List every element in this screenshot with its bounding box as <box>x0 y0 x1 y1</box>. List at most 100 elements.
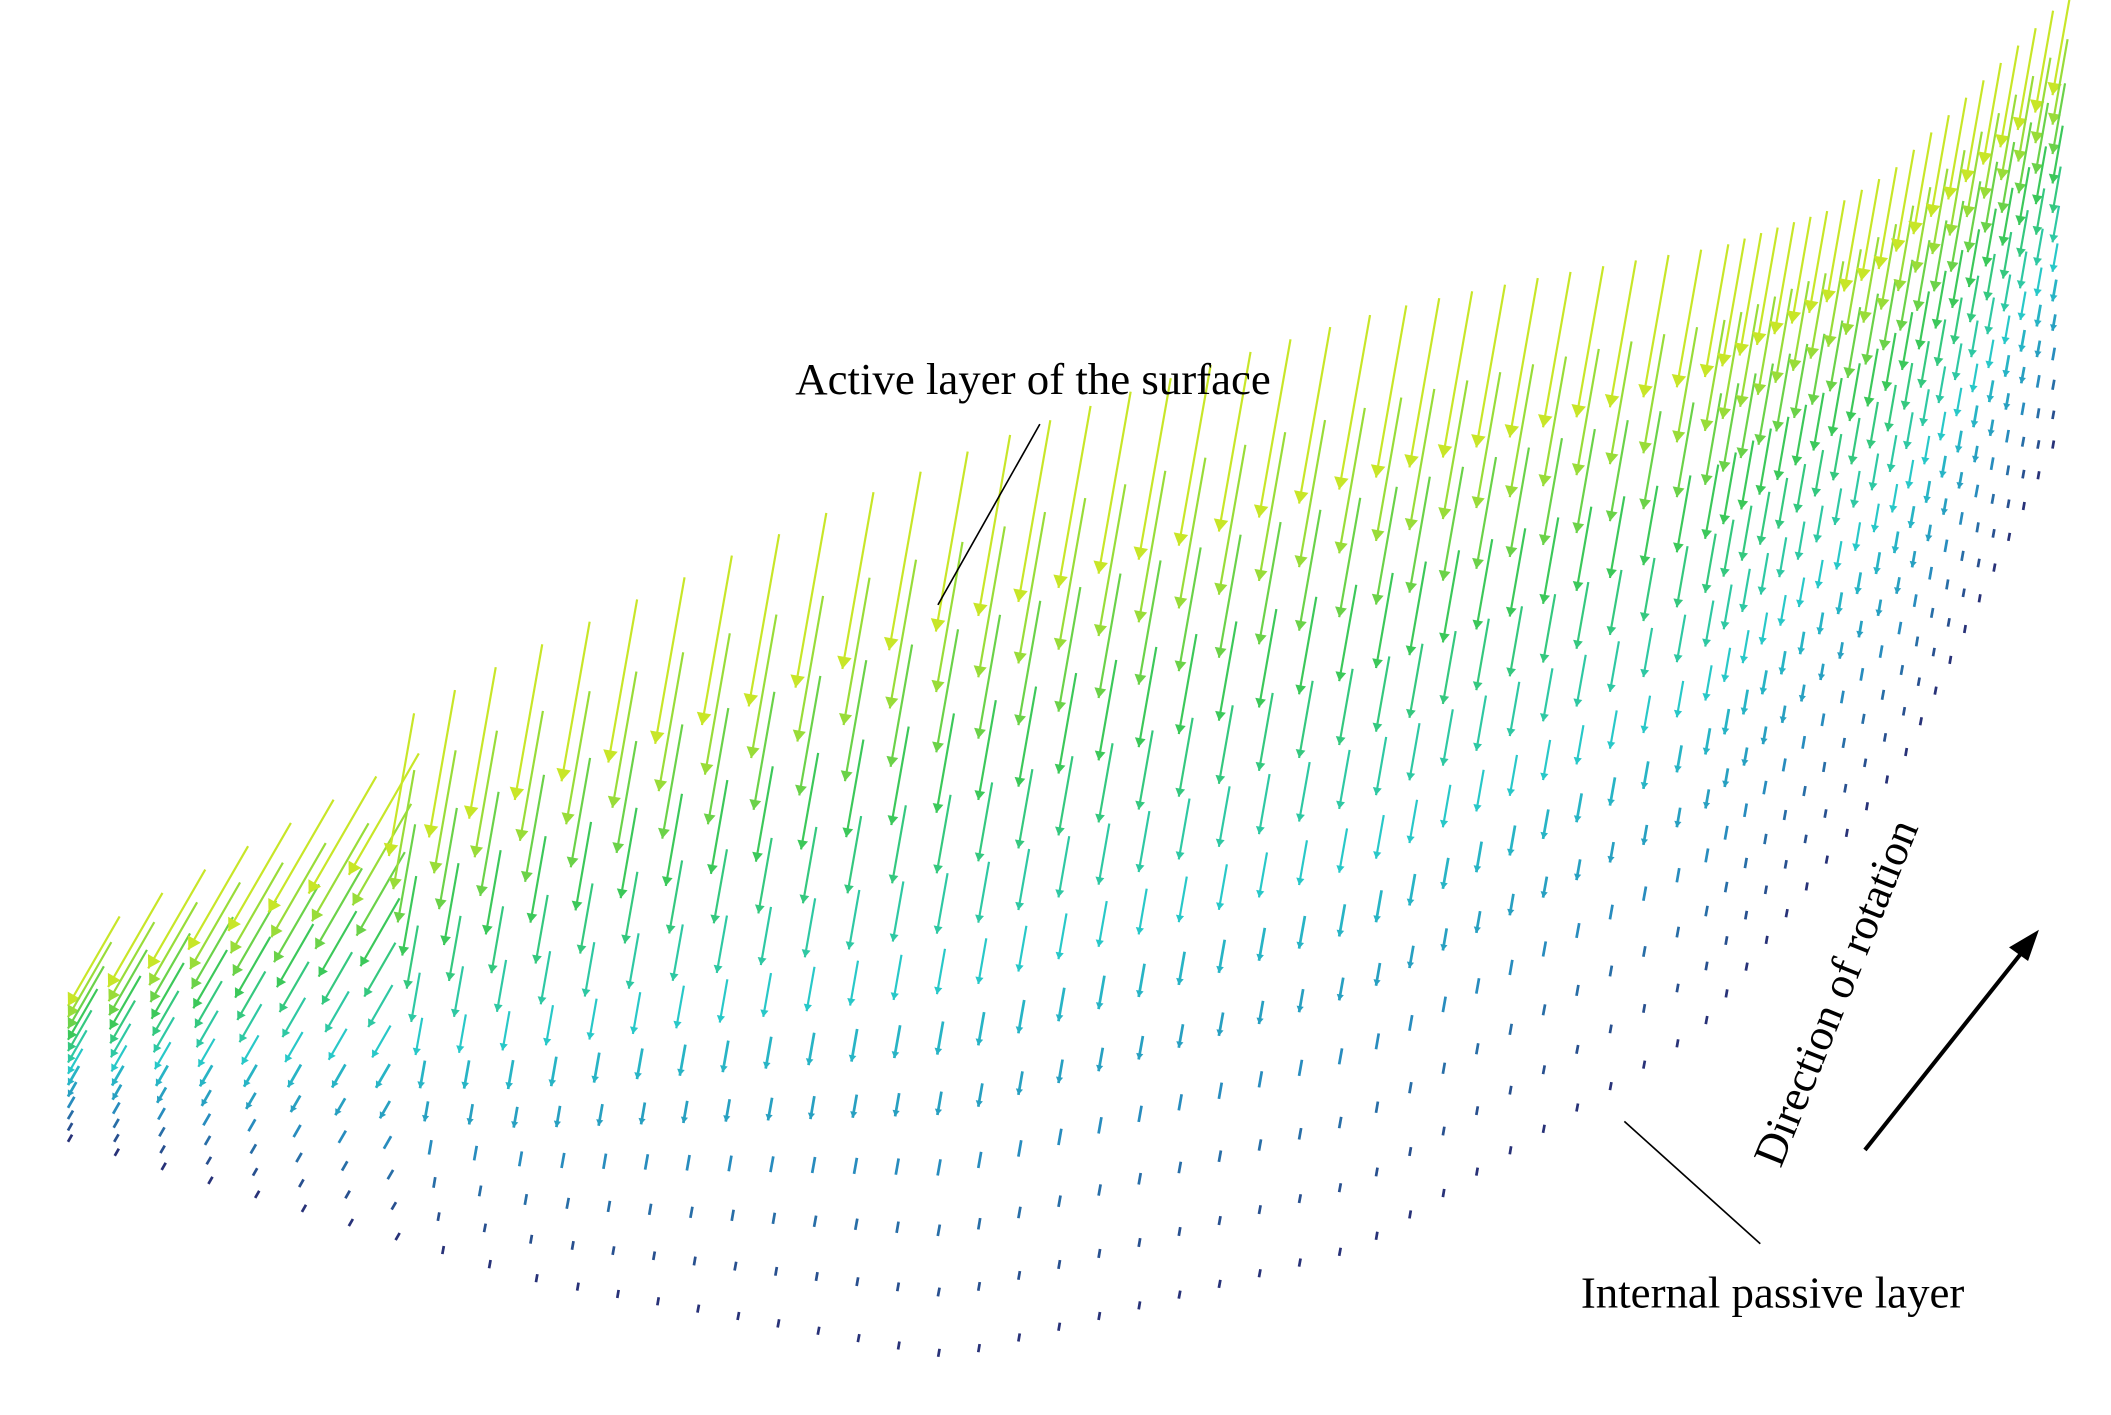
velocity-vector <box>977 938 988 985</box>
vector-head <box>1334 476 1349 490</box>
vector-head <box>1702 693 1711 701</box>
velocity-vector <box>1723 825 1729 840</box>
velocity-vector <box>1374 305 1408 478</box>
velocity-vector <box>1338 407 1366 554</box>
vector-head <box>1538 414 1553 428</box>
vector-head <box>607 795 621 808</box>
vector-head <box>1174 596 1188 609</box>
vector-head <box>282 1028 291 1038</box>
velocity-vector <box>1408 643 1424 719</box>
vector-head <box>1811 487 1822 497</box>
velocity-vector <box>812 1215 818 1228</box>
velocity-vector <box>344 1190 351 1200</box>
vector-head <box>1505 606 1517 617</box>
vector-head <box>456 1045 465 1053</box>
vector-head <box>1972 455 1980 463</box>
velocity-vector <box>1877 167 1898 270</box>
velocity-vector <box>2007 532 2012 542</box>
vector-head <box>1966 313 1977 323</box>
vector-head <box>2013 149 2027 162</box>
vector-head <box>271 924 283 938</box>
vector-head <box>193 997 203 1009</box>
velocity-vector <box>1217 351 1252 532</box>
vector-head <box>1604 394 1620 408</box>
vector-head <box>1607 741 1616 749</box>
velocity-vector <box>1137 730 1154 810</box>
vector-head <box>1370 464 1386 478</box>
velocity-vector <box>267 799 335 913</box>
vector-head <box>1778 667 1787 675</box>
velocity-vector <box>1931 647 1936 657</box>
velocity-vector <box>1809 273 1827 359</box>
velocity-vector <box>1575 1044 1580 1054</box>
velocity-vector <box>771 1212 777 1225</box>
vector-head <box>154 1061 162 1070</box>
velocity-vector <box>2000 141 2016 214</box>
velocity-vector <box>1217 534 1242 658</box>
velocity-vector <box>1508 447 1531 558</box>
vector-head <box>1507 908 1515 916</box>
velocity-vector <box>253 1190 261 1199</box>
vector-head <box>196 1038 205 1048</box>
velocity-vector <box>1824 855 1829 864</box>
velocity-vector <box>2016 27 2037 131</box>
velocity-vector <box>798 675 822 796</box>
vector-head <box>1831 516 1841 525</box>
vector-head <box>749 799 762 810</box>
vector-head <box>1866 439 1876 449</box>
vector-head <box>1774 519 1785 529</box>
vector-head <box>1506 788 1515 796</box>
vector-head <box>1734 342 1750 356</box>
vector-head <box>887 815 899 826</box>
velocity-vector <box>1948 150 1966 236</box>
velocity-vector <box>810 1156 817 1174</box>
vector-head <box>1807 393 1820 405</box>
vector-head <box>199 1078 207 1087</box>
vector-head <box>356 924 367 936</box>
vector-head <box>67 1089 75 1097</box>
vector-head <box>807 1112 816 1120</box>
vector-head <box>1718 460 1731 472</box>
velocity-vector <box>733 1261 738 1271</box>
velocity-vector <box>855 1277 860 1287</box>
velocity-vector <box>394 1232 401 1241</box>
velocity-vector <box>977 699 997 801</box>
vector-head <box>487 964 498 974</box>
vector-head <box>1539 653 1550 663</box>
velocity-vector <box>843 660 868 782</box>
vector-head <box>975 914 984 923</box>
velocity-vector <box>1882 279 1897 351</box>
vector-head <box>1674 820 1682 828</box>
velocity-vector <box>1839 690 1845 704</box>
vector-head <box>1573 756 1582 765</box>
velocity-vector <box>1475 695 1488 752</box>
velocity-vector <box>1137 810 1151 873</box>
vector-head <box>803 1003 812 1012</box>
vector-head <box>553 1120 561 1128</box>
velocity-vector <box>150 962 185 1020</box>
vector-head <box>1095 876 1105 885</box>
vector-head <box>157 1095 164 1103</box>
vector-head <box>1606 568 1617 579</box>
vector-head <box>318 966 328 977</box>
vector-head <box>1095 939 1104 947</box>
vector-head <box>1739 603 1749 612</box>
leader-line <box>1623 1120 1761 1245</box>
vector-head <box>1054 763 1066 774</box>
velocity-vector <box>588 998 598 1040</box>
velocity-vector <box>1931 168 1949 255</box>
velocity-vector <box>1408 722 1421 781</box>
velocity-vector <box>1217 621 1238 721</box>
velocity-vector <box>1575 265 1605 418</box>
velocity-vector <box>565 690 591 825</box>
velocity-vector <box>1744 962 1749 971</box>
vector-head <box>1134 737 1146 748</box>
velocity-vector <box>976 1343 981 1353</box>
velocity-vector <box>67 988 99 1041</box>
velocity-vector <box>1408 561 1427 656</box>
vector-head <box>434 898 447 910</box>
velocity-vector <box>405 925 419 989</box>
velocity-vector <box>1743 910 1749 920</box>
rotation-arrow-head <box>2009 929 2039 962</box>
velocity-vector <box>1740 505 1753 561</box>
